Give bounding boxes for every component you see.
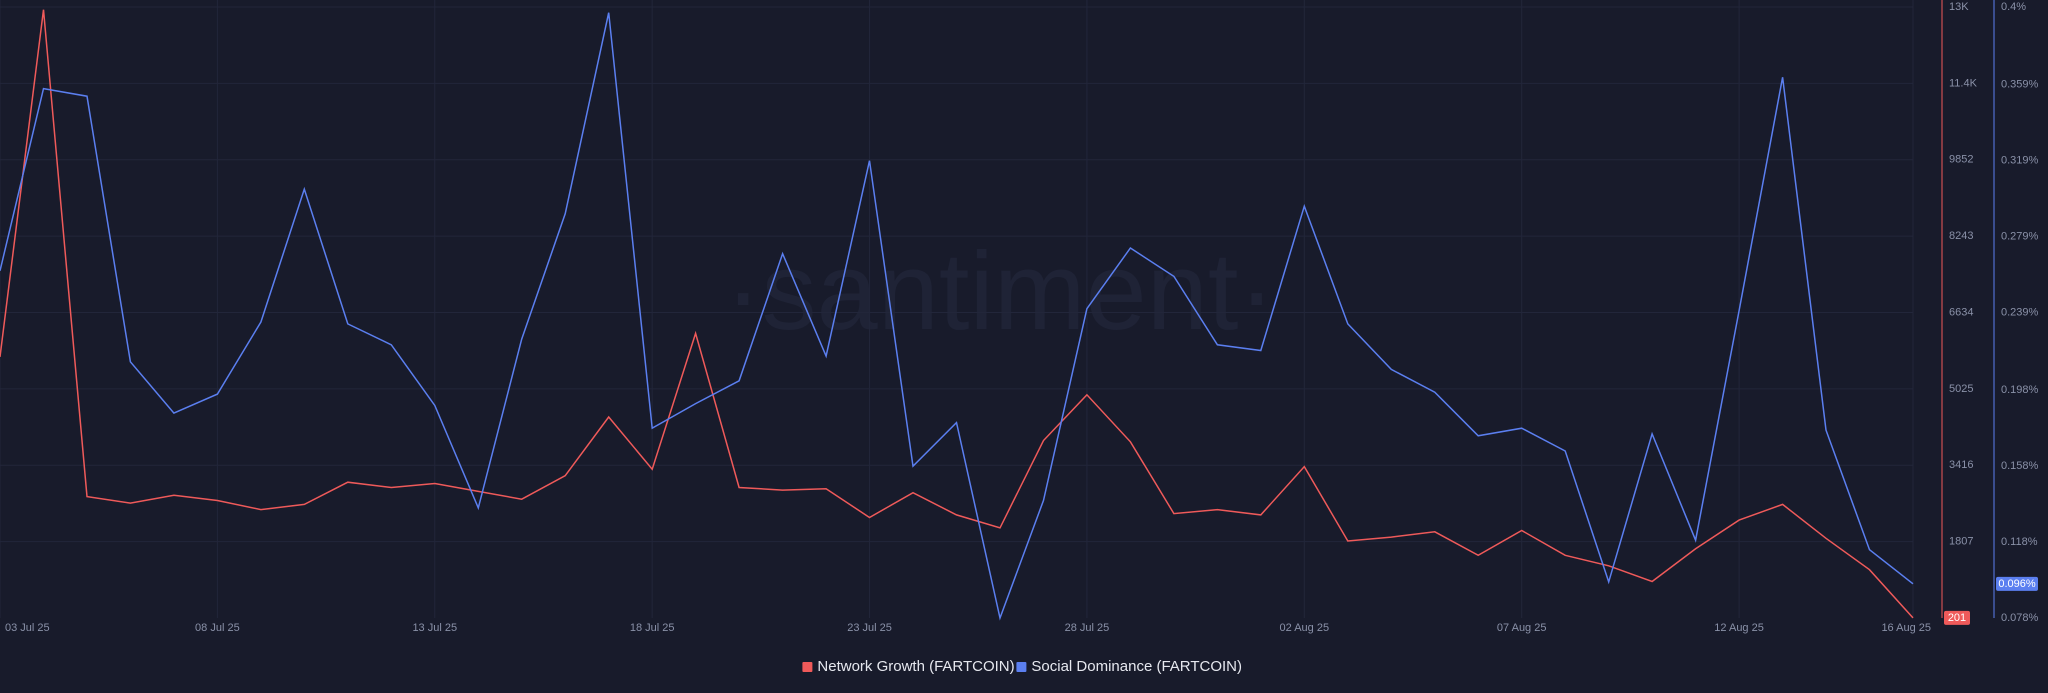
y-tick-label: 5025: [1949, 383, 1973, 395]
y2-tick-label: 0.158%: [2001, 460, 2039, 472]
x-tick-label: 07 Aug 25: [1497, 622, 1547, 634]
x-tick-label: 18 Jul 25: [630, 622, 675, 634]
legend-swatch: [1016, 662, 1027, 672]
y-tick-label: 3416: [1949, 459, 1973, 471]
x-tick-label: 23 Jul 25: [847, 622, 892, 634]
value-badge: [1996, 576, 2038, 591]
y2-tick-label: 0.198%: [2001, 384, 2039, 396]
y-tick-label: 11.4K: [1949, 77, 1978, 89]
y2-tick-label: 0.319%: [2001, 155, 2039, 167]
y2-tick-label: 0.239%: [2001, 306, 2039, 318]
legend-label: Social Dominance (FARTCOIN): [1031, 658, 1242, 675]
legend-label: Network Growth (FARTCOIN): [817, 658, 1014, 675]
x-tick-label: 13 Jul 25: [412, 622, 457, 634]
y2-tick-label: 0.279%: [2001, 231, 2039, 243]
y-tick-label: 13K: [1949, 1, 1969, 13]
x-tick-label: 03 Jul 25: [5, 622, 50, 634]
y-tick-label: 1807: [1949, 536, 1973, 548]
value-label: 201: [1948, 612, 1966, 624]
series-line: [0, 12, 1914, 621]
value-badge: [1944, 610, 1970, 625]
x-tick-label: 12 Aug 25: [1714, 622, 1764, 634]
y2-tick-label: 0.118%: [2001, 536, 2038, 548]
legend-swatch: [802, 662, 813, 672]
x-tick-label: 08 Jul 25: [195, 622, 240, 634]
y2-tick-label: 0.078%: [2001, 612, 2039, 624]
watermark: ·santiment·: [725, 230, 1275, 353]
y2-tick-label: 0.359%: [2001, 79, 2039, 91]
x-tick-label: 02 Aug 25: [1280, 622, 1330, 634]
y2-tick-label: 0.4%: [2001, 1, 2026, 13]
y-tick-label: 8243: [1949, 230, 1973, 242]
y-tick-label: 6634: [1949, 306, 1973, 318]
series-line: [0, 9, 1914, 619]
x-tick-label: 28 Jul 25: [1065, 622, 1110, 634]
y-tick-label: 9852: [1949, 154, 1973, 166]
x-tick-label: 16 Aug 25: [1881, 622, 1931, 634]
value-label: 0.096%: [1998, 578, 2036, 590]
